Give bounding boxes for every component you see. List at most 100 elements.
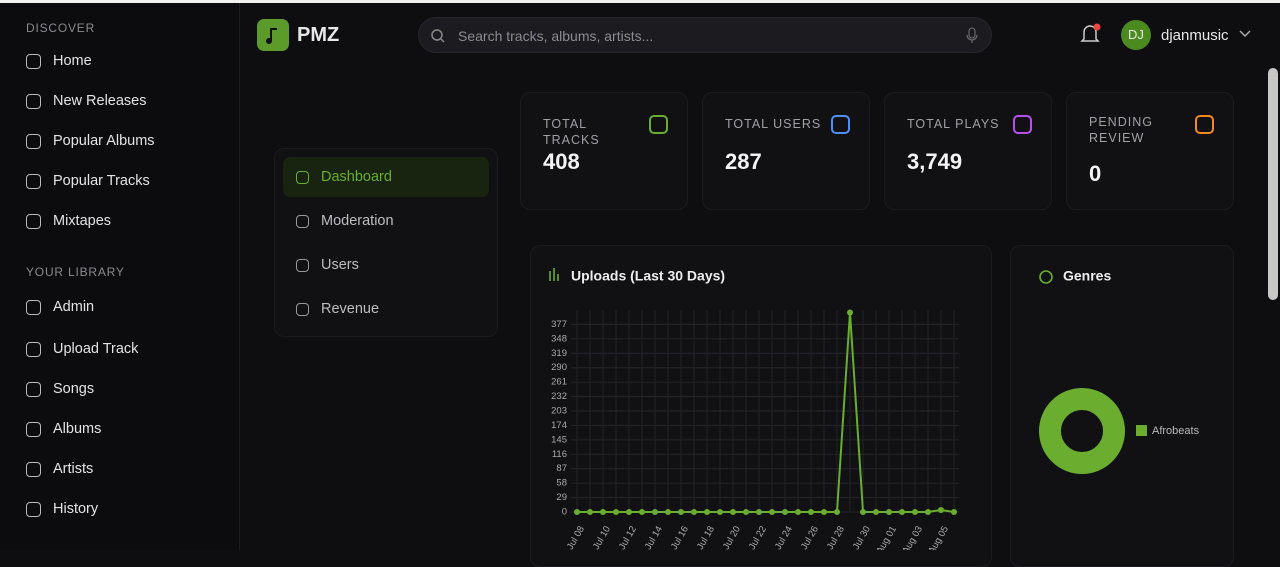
chevron[interactable]: [1239, 29, 1251, 39]
sidebar-item[interactable]: Upload Track: [26, 341, 138, 357]
bell-icon[interactable]: [1080, 22, 1102, 46]
scrollbar[interactable]: [1268, 68, 1278, 300]
item-label: History: [53, 501, 99, 517]
nav-icon: [296, 258, 309, 272]
item-label: New Releases: [53, 93, 147, 109]
sidebar-item[interactable]: Songs: [26, 381, 94, 397]
item-label: Albums: [53, 421, 102, 437]
stat-value: 3,749: [907, 149, 963, 174]
logo-text[interactable]: PMZ: [297, 24, 340, 46]
stat-icon: [649, 115, 668, 134]
item-label: Upload Track: [53, 341, 139, 357]
uploads-card: Uploads (Last 30 Days) 0 29 58 87 116 145 174 2…: [530, 245, 992, 567]
nav-label: Revenue: [321, 301, 380, 317]
stat-icon: [1195, 115, 1214, 134]
genres-icon: [1039, 270, 1053, 284]
y-tick-label: 232: [551, 391, 567, 402]
stat-value: 408: [543, 149, 580, 174]
item-icon: [26, 501, 41, 517]
stat-card: TOTAL USERS 287: [702, 92, 870, 210]
x-tick-label: Jul 14: [643, 524, 665, 550]
point: [691, 509, 697, 515]
genres-chart: Genres Afrobeats: [1039, 268, 1200, 474]
x-tick-label: Jul 20: [721, 524, 743, 550]
donut-slice: [1039, 388, 1125, 474]
point: [652, 509, 658, 515]
nav-icon: [296, 214, 309, 228]
y-tick-label: 0: [562, 507, 567, 518]
nav-icon: [296, 302, 309, 316]
x-tick-label: Jul 22: [747, 524, 769, 550]
sidebar-item[interactable]: Home: [26, 53, 92, 69]
item-label: Popular Tracks: [53, 173, 150, 189]
point: [821, 509, 827, 515]
user-name[interactable]: djanmusic: [1161, 27, 1229, 44]
item-icon: [26, 461, 41, 477]
chart-icon: [549, 268, 559, 281]
y-tick-label: 116: [552, 449, 567, 460]
sidebar-item[interactable]: Artists: [26, 461, 93, 477]
item-label: Popular Albums: [53, 133, 155, 149]
point: [886, 509, 892, 515]
y-tick-label: 290: [551, 362, 567, 373]
stat-icon: [1013, 115, 1032, 134]
point: [834, 509, 840, 515]
y-tick-label: 29: [556, 492, 567, 503]
sidebar-item[interactable]: Popular Tracks: [26, 173, 150, 189]
y-tick-label: 348: [551, 333, 567, 344]
avatar[interactable]: DJ: [1121, 20, 1151, 50]
sidebar-item[interactable]: Admin: [26, 299, 94, 315]
point: [678, 509, 684, 515]
sidebar-item[interactable]: Popular Albums: [26, 133, 155, 149]
search-bar[interactable]: Search tracks, albums, artists...: [418, 17, 992, 53]
x-tick-label: Jul 10: [591, 524, 613, 550]
x-tick-label: Jul 18: [695, 524, 717, 550]
point: [899, 509, 905, 515]
point: [704, 509, 710, 515]
point: [574, 509, 580, 515]
item-icon: [26, 213, 41, 229]
sidebar-item[interactable]: Mixtapes: [26, 213, 111, 229]
stat-label: TOTAL USERS: [725, 117, 822, 131]
y-tick-label: 145: [551, 434, 567, 445]
stat-label: TOTAL TRACKS: [543, 117, 600, 147]
admin-nav-item[interactable]: Dashboard: [283, 157, 489, 197]
stat-card: TOTAL TRACKS 408: [520, 92, 688, 210]
x-tick-label: Jul 26: [799, 524, 821, 550]
item-icon: [26, 53, 41, 69]
item-icon: [26, 299, 41, 315]
x-tick-label: Aug 05: [926, 524, 951, 550]
x-tick-label: Jul 24: [773, 524, 795, 550]
sidebar-item[interactable]: History: [26, 501, 98, 517]
point: [665, 509, 671, 515]
stat-card: TOTAL PLAYS 3,749: [884, 92, 1052, 210]
mic-icon[interactable]: [965, 27, 979, 45]
item-icon: [26, 421, 41, 437]
search-placeholder: Search tracks, albums, artists...: [458, 28, 654, 44]
item-label: Artists: [53, 461, 94, 477]
stat-card: PENDING REVIEW 0: [1066, 92, 1234, 210]
point: [808, 509, 814, 515]
nav-icon: [296, 170, 309, 184]
point: [756, 509, 762, 515]
point: [587, 509, 593, 515]
legend-label: Afrobeats: [1152, 425, 1200, 437]
nav-label: Users: [321, 257, 359, 273]
y-tick-label: 58: [556, 478, 567, 489]
admin-nav-item[interactable]: Users: [283, 245, 489, 285]
admin-nav-item[interactable]: Moderation: [283, 201, 489, 241]
y-tick-label: 87: [556, 463, 567, 474]
sidebar-item[interactable]: New Releases: [26, 93, 147, 109]
item-icon: [26, 381, 41, 397]
point: [730, 509, 736, 515]
x-tick-label: Jul 28: [825, 524, 847, 550]
stat-icon: [831, 115, 850, 134]
logo-icon[interactable]: [257, 19, 289, 51]
stat-label: TOTAL PLAYS: [907, 117, 1000, 131]
point: [925, 509, 931, 515]
sidebar-item[interactable]: Albums: [26, 421, 101, 437]
item-label: Songs: [53, 381, 95, 397]
x-tick-label: Aug 03: [900, 524, 925, 550]
admin-nav-item[interactable]: Revenue: [283, 289, 489, 329]
